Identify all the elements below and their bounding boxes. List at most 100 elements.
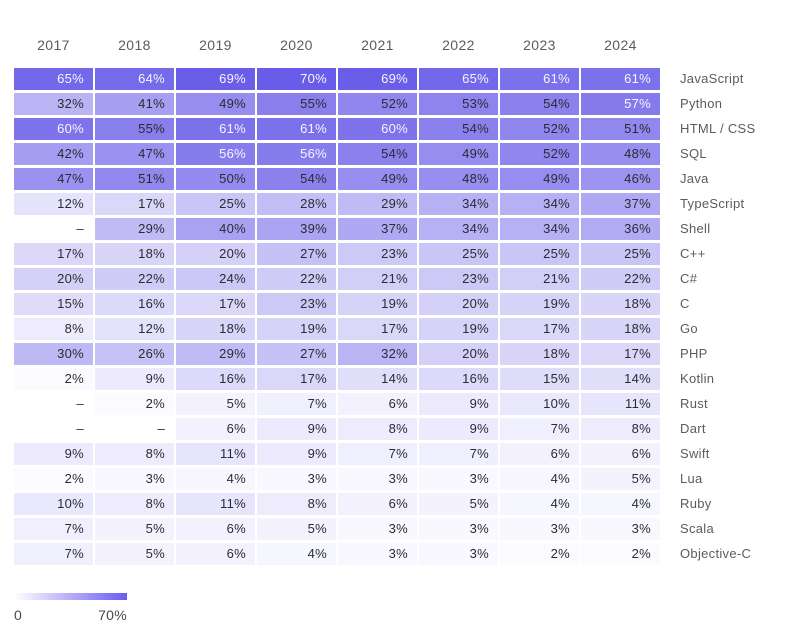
heatmap-cell: 17% — [338, 318, 417, 340]
year-label: 2021 — [361, 37, 394, 53]
heatmap-cell: 25% — [581, 243, 660, 265]
heatmap-cell: 3% — [338, 543, 417, 565]
heatmap-cell: 50% — [176, 168, 255, 190]
heatmap-cell: 5% — [581, 468, 660, 490]
heatmap-cell: 19% — [419, 318, 498, 340]
heatmap-cell: 32% — [338, 343, 417, 365]
heatmap-cell: 4% — [500, 468, 579, 490]
heatmap-cell: 14% — [581, 368, 660, 390]
legend-max-label: 70% — [98, 607, 127, 623]
heatmap-cell: 18% — [581, 318, 660, 340]
row-label: Lua — [680, 471, 703, 486]
year-label: 2018 — [118, 37, 151, 53]
heatmap-cell: 11% — [176, 493, 255, 515]
legend-labels: 0 70% — [14, 607, 127, 623]
heatmap-cell: 15% — [500, 368, 579, 390]
heatmap-cell: 10% — [500, 393, 579, 415]
heatmap-cell: 55% — [257, 93, 336, 115]
heatmap-cell: 49% — [176, 93, 255, 115]
heatmap-cell: 4% — [257, 543, 336, 565]
heatmap-cell: 3% — [419, 518, 498, 540]
heatmap-cell: 61% — [257, 118, 336, 140]
heatmap-cell: 69% — [338, 68, 417, 90]
heatmap-cell: 36% — [581, 218, 660, 240]
year-label: 2020 — [280, 37, 313, 53]
heatmap-cell: 56% — [257, 143, 336, 165]
heatmap-cell: 52% — [500, 143, 579, 165]
heatmap-cell: 41% — [95, 93, 174, 115]
heatmap-cell: 19% — [338, 293, 417, 315]
row-label: Shell — [680, 221, 711, 236]
heatmap-grid: 65% 64% 69% 70% 69% 65% 61% 61% JavaScript 32% 41%… — [14, 68, 790, 565]
row-label: JavaScript — [680, 71, 744, 86]
heatmap-cell: 65% — [14, 68, 93, 90]
heatmap-cell: 54% — [419, 118, 498, 140]
heatmap-cell: 3% — [500, 518, 579, 540]
row-label: C++ — [680, 246, 706, 261]
heatmap-cell: 29% — [176, 343, 255, 365]
heatmap-cell: 12% — [95, 318, 174, 340]
row-label: Java — [680, 171, 709, 186]
heatmap-cell: 34% — [419, 218, 498, 240]
heatmap-cell: 60% — [338, 118, 417, 140]
heatmap-cell: – — [95, 418, 174, 440]
heatmap-cell: 69% — [176, 68, 255, 90]
heatmap-cell: 2% — [500, 543, 579, 565]
heatmap-cell: 18% — [500, 343, 579, 365]
heatmap-cell: 42% — [14, 143, 93, 165]
heatmap-cell: 7% — [419, 443, 498, 465]
year-label: 2022 — [442, 37, 475, 53]
heatmap-cell: 21% — [500, 268, 579, 290]
heatmap-cell: 2% — [581, 543, 660, 565]
heatmap-cell: 2% — [14, 468, 93, 490]
heatmap-cell: 56% — [176, 143, 255, 165]
heatmap-cell: 23% — [338, 243, 417, 265]
heatmap-cell: 16% — [176, 368, 255, 390]
heatmap-cell: 5% — [95, 518, 174, 540]
heatmap-cell: 57% — [581, 93, 660, 115]
heatmap-cell: 8% — [95, 443, 174, 465]
year-label: 2024 — [604, 37, 637, 53]
heatmap-cell: 28% — [257, 193, 336, 215]
heatmap-cell: 7% — [257, 393, 336, 415]
heatmap-cell: 23% — [257, 293, 336, 315]
heatmap-cell: 64% — [95, 68, 174, 90]
heatmap-cell: 46% — [581, 168, 660, 190]
heatmap-cell: 8% — [581, 418, 660, 440]
heatmap-cell: 34% — [500, 218, 579, 240]
heatmap-cell: 3% — [95, 468, 174, 490]
heatmap-cell: 6% — [176, 518, 255, 540]
heatmap-cell: 18% — [176, 318, 255, 340]
heatmap-cell: 17% — [500, 318, 579, 340]
heatmap-cell: 49% — [419, 143, 498, 165]
heatmap-cell: 18% — [581, 293, 660, 315]
heatmap-cell: 6% — [500, 443, 579, 465]
heatmap-cell: 29% — [95, 218, 174, 240]
heatmap-cell: 9% — [419, 418, 498, 440]
heatmap-cell: 7% — [338, 443, 417, 465]
row-label: Scala — [680, 521, 715, 536]
heatmap-cell: 48% — [581, 143, 660, 165]
heatmap-cell: 34% — [500, 193, 579, 215]
heatmap-cell: 5% — [419, 493, 498, 515]
heatmap-cell: 5% — [176, 393, 255, 415]
heatmap-cell: 53% — [419, 93, 498, 115]
row-label: Ruby — [680, 496, 712, 511]
heatmap-cell: 4% — [176, 468, 255, 490]
row-label: HTML / CSS — [680, 121, 756, 136]
heatmap-cell: 37% — [581, 193, 660, 215]
heatmap-cell: 2% — [14, 368, 93, 390]
heatmap-cell: 8% — [14, 318, 93, 340]
legend-gradient-bar — [14, 593, 127, 600]
heatmap-cell: 27% — [257, 343, 336, 365]
heatmap-cell: 20% — [419, 343, 498, 365]
heatmap-cell: 5% — [257, 518, 336, 540]
heatmap-cell: 49% — [500, 168, 579, 190]
heatmap-cell: 9% — [257, 418, 336, 440]
heatmap-cell: 4% — [500, 493, 579, 515]
heatmap-cell: 55% — [95, 118, 174, 140]
heatmap-cell: 37% — [338, 218, 417, 240]
heatmap-cell: – — [14, 218, 93, 240]
heatmap-cell: 7% — [14, 543, 93, 565]
heatmap-cell: 30% — [14, 343, 93, 365]
